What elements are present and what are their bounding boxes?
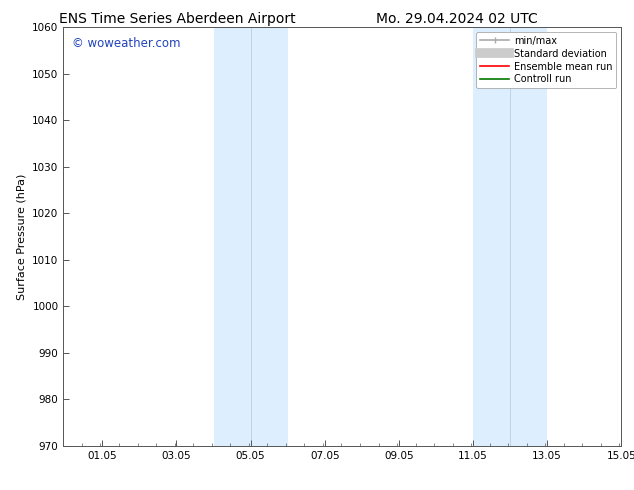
Bar bbox=[473, 27, 510, 446]
Text: ENS Time Series Aberdeen Airport: ENS Time Series Aberdeen Airport bbox=[59, 12, 296, 26]
Legend: min/max, Standard deviation, Ensemble mean run, Controll run: min/max, Standard deviation, Ensemble me… bbox=[476, 32, 616, 88]
Bar bbox=[510, 27, 547, 446]
Bar bbox=[214, 27, 250, 446]
Bar bbox=[250, 27, 288, 446]
Text: Mo. 29.04.2024 02 UTC: Mo. 29.04.2024 02 UTC bbox=[375, 12, 538, 26]
Y-axis label: Surface Pressure (hPa): Surface Pressure (hPa) bbox=[16, 173, 27, 299]
Text: © woweather.com: © woweather.com bbox=[72, 37, 180, 50]
